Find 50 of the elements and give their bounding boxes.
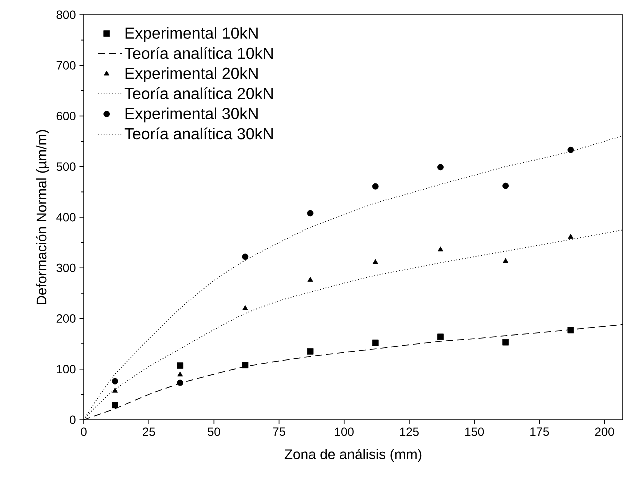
y-tick-label: 200 — [56, 314, 76, 323]
x-tick-label: 25 — [143, 428, 156, 436]
y-tick-label: 600 — [56, 112, 76, 120]
y-tick-label: 400 — [56, 213, 76, 222]
point — [502, 182, 510, 190]
point — [242, 362, 249, 369]
point — [438, 246, 444, 252]
point — [112, 402, 118, 409]
x-tick-label: 75 — [273, 428, 286, 436]
legend-label: Experimental 10kN — [126, 27, 258, 42]
y-tick-label: 300 — [56, 264, 76, 272]
legend-label: Teoría analítica 10kN — [124, 47, 273, 60]
legend-label: Teoría analítica 20kN — [124, 88, 273, 100]
point — [242, 254, 249, 260]
y-tick-label: 800 — [56, 10, 76, 20]
point — [307, 348, 314, 355]
x-tick-label: 150 — [466, 428, 484, 436]
legend-label: Experimental 30kN — [126, 108, 258, 123]
legend-label: Teoría analítica 30kN — [124, 128, 273, 140]
point — [112, 378, 118, 385]
point — [307, 210, 314, 217]
x-tick-label: 200 — [595, 428, 614, 436]
point — [177, 362, 184, 370]
point — [308, 277, 314, 282]
point — [372, 183, 379, 190]
point — [242, 305, 248, 310]
point — [178, 372, 184, 377]
x-tick-label: 100 — [335, 428, 354, 436]
y-axis-title: Deformación Normal (µm/m) — [36, 130, 50, 304]
point — [177, 380, 184, 386]
point — [438, 164, 444, 171]
point — [438, 334, 444, 340]
point — [568, 327, 574, 334]
point — [372, 259, 378, 264]
point — [372, 340, 379, 346]
y-tick-label: 500 — [56, 162, 76, 172]
legend-label: Experimental 20kN — [126, 68, 258, 82]
x-tick-label: 125 — [400, 428, 419, 436]
point — [503, 258, 509, 264]
y-tick-label: 700 — [56, 61, 76, 70]
x-tick-label: 175 — [530, 428, 550, 436]
y-tick-label: 100 — [57, 365, 76, 374]
x-tick-label: 50 — [208, 428, 220, 436]
point — [502, 339, 510, 346]
point — [568, 234, 574, 239]
x-tick-label: 0 — [81, 428, 87, 436]
y-tick-label: 0 — [70, 416, 76, 424]
point — [568, 146, 574, 154]
point — [112, 388, 118, 393]
x-axis-title: Zona de análisis (mm) — [284, 449, 422, 462]
